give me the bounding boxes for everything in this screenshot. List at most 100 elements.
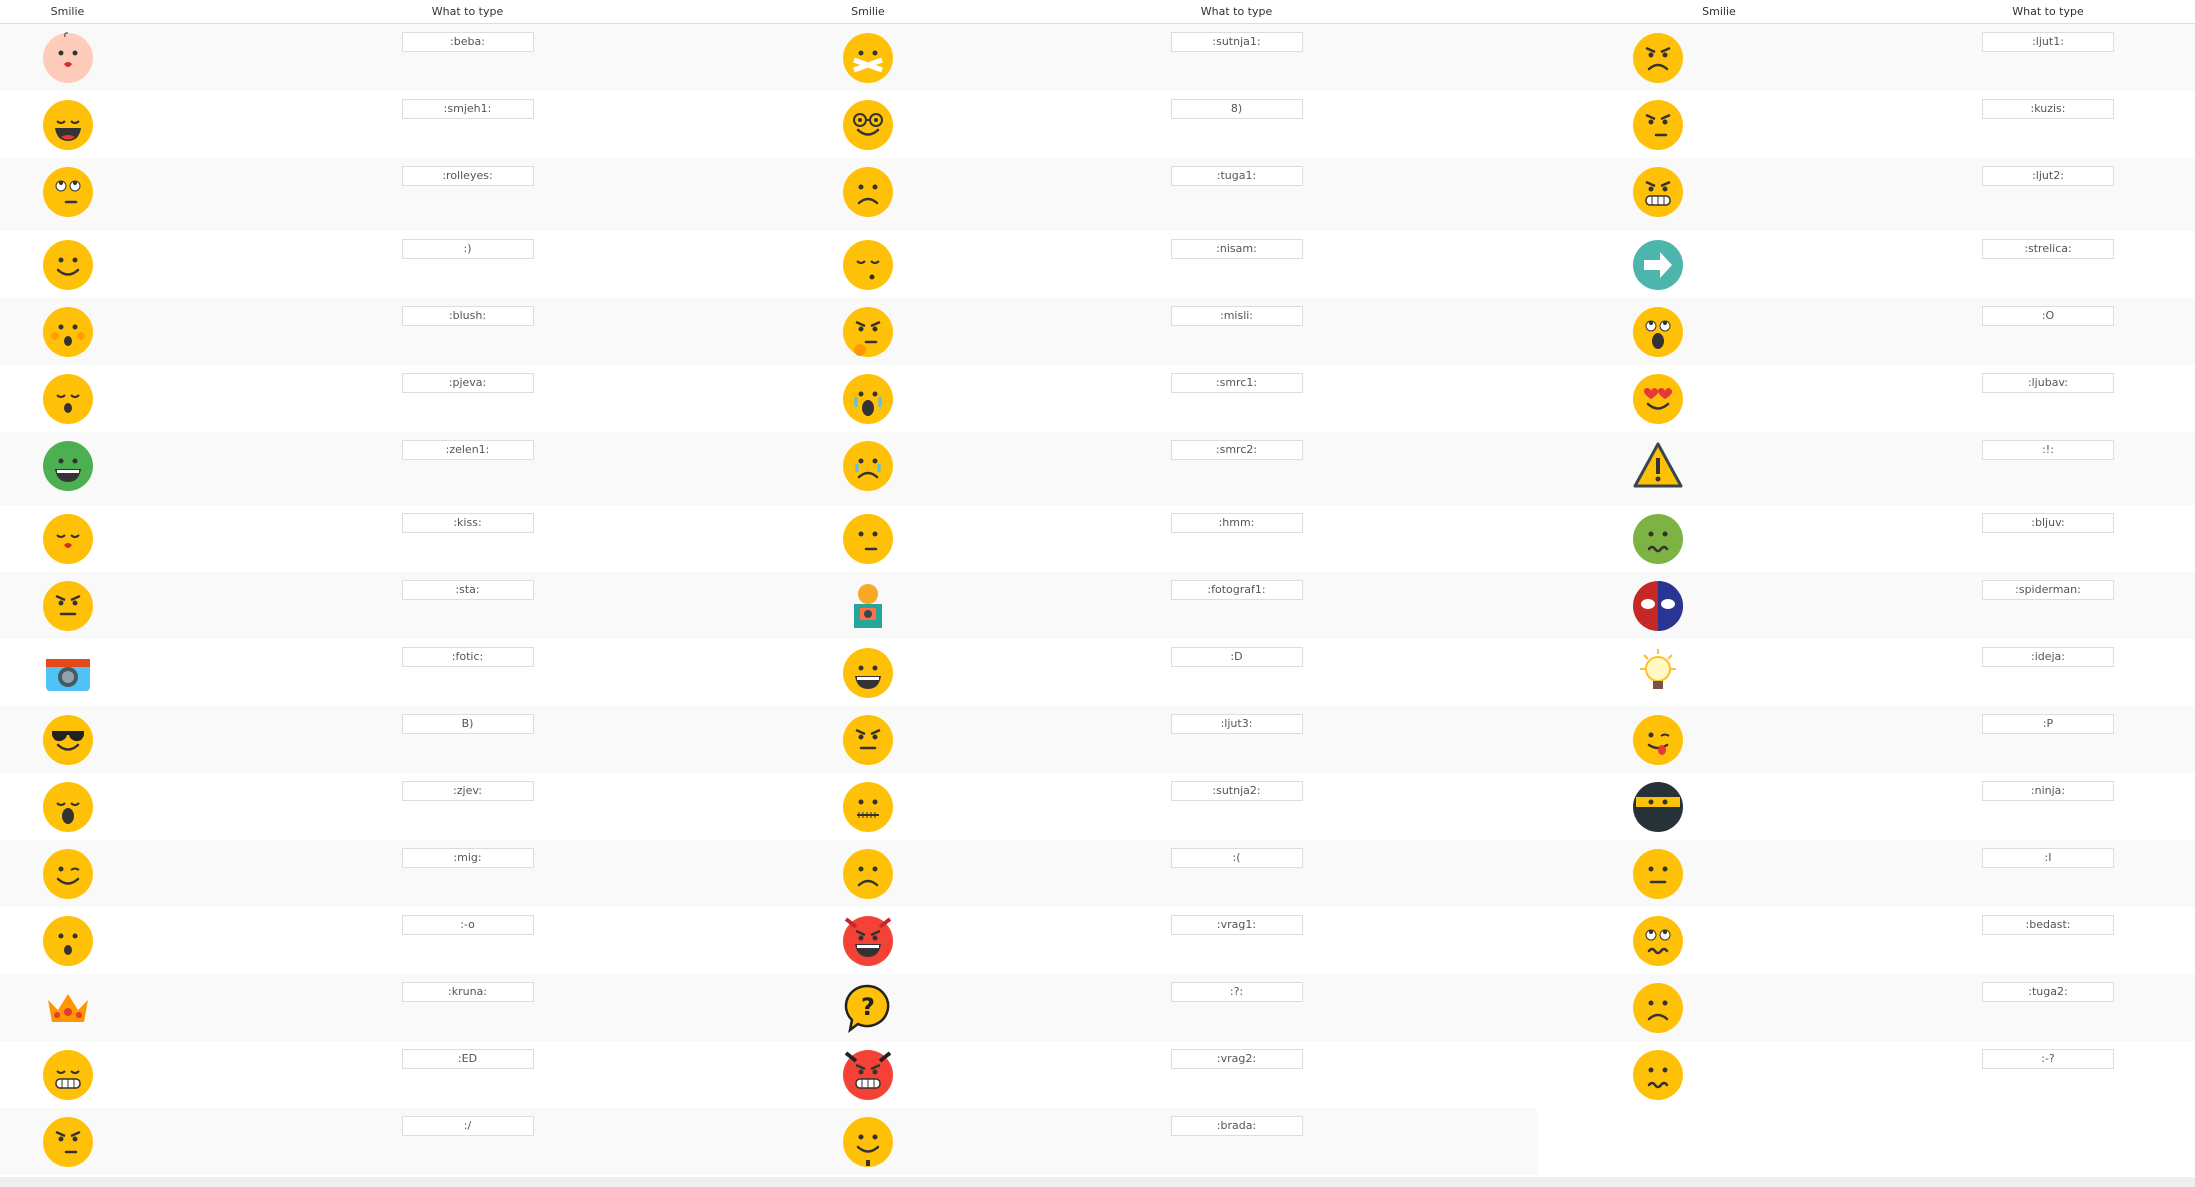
beard-icon[interactable] — [842, 1117, 894, 1172]
hmm-icon[interactable] — [842, 514, 894, 569]
smilie-code-field[interactable]: :D — [1170, 647, 1303, 667]
smilie-code-field[interactable]: :I — [1982, 848, 2114, 868]
neutral-icon[interactable] — [1537, 849, 1684, 904]
glasses-icon[interactable] — [842, 100, 894, 155]
devil2-icon[interactable] — [842, 1050, 894, 1105]
rolleyes-icon[interactable] — [42, 167, 94, 222]
crazy-icon[interactable] — [1537, 916, 1684, 971]
smilie-code-field[interactable]: :beba: — [401, 32, 534, 52]
smilie-code-field[interactable]: :ED — [401, 1049, 534, 1069]
smilie-code-field[interactable]: 8) — [1170, 99, 1303, 119]
smilie-code-field[interactable]: :kuzis: — [1982, 99, 2114, 119]
smilie-code-field[interactable]: :tuga2: — [1982, 982, 2114, 1002]
smilie-code-field[interactable]: :!: — [1982, 440, 2114, 460]
crown-icon[interactable] — [42, 994, 94, 1038]
smilie-code-field[interactable]: :kiss: — [401, 513, 534, 533]
smirk-angry-icon[interactable] — [1537, 100, 1684, 155]
worried-icon[interactable] — [1537, 1050, 1684, 1105]
angry-icon[interactable] — [1537, 33, 1684, 88]
laughing-icon[interactable] — [42, 100, 94, 155]
smilie-code-field[interactable]: :rolleyes: — [401, 166, 534, 186]
smilie-code-field[interactable]: :) — [401, 239, 534, 259]
lightbulb-icon[interactable] — [1537, 649, 1684, 703]
smilie-code-field[interactable]: :bljuv: — [1982, 513, 2114, 533]
smile-icon[interactable] — [42, 240, 94, 295]
smilie-code-field[interactable]: :fotic: — [401, 647, 534, 667]
baby-icon[interactable] — [42, 32, 94, 88]
smilie-code-field[interactable]: :bedast: — [1982, 915, 2114, 935]
smilie-code-field[interactable]: :-o — [401, 915, 534, 935]
smilie-code-field[interactable]: :-? — [1982, 1049, 2114, 1069]
smilie-code-field[interactable]: :misli: — [1170, 306, 1303, 326]
shocked-icon[interactable] — [1537, 307, 1684, 362]
ninja-icon[interactable] — [1537, 782, 1684, 837]
smilie-code-field[interactable]: :zelen1: — [401, 440, 534, 460]
smilie-code-field[interactable]: :ljut3: — [1170, 714, 1303, 734]
smilie-code-field[interactable]: :fotograf1: — [1170, 580, 1303, 600]
angry-teeth-icon[interactable] — [1537, 167, 1684, 222]
smilie-code-field[interactable]: B) — [401, 714, 534, 734]
sunglasses-icon[interactable] — [42, 715, 94, 770]
smilie-code-field[interactable]: :zjev: — [401, 781, 534, 801]
arrow-right-icon[interactable] — [1537, 240, 1684, 295]
blush-icon[interactable] — [42, 307, 94, 362]
smilie-code-field[interactable]: :ljut2: — [1982, 166, 2114, 186]
smilie-code-field[interactable]: :ideja: — [1982, 647, 2114, 667]
smilie-code-field[interactable]: :( — [1170, 848, 1303, 868]
nauseous-icon[interactable] — [1537, 514, 1684, 569]
smilie-code-field[interactable]: :blush: — [401, 306, 534, 326]
crying-icon[interactable] — [842, 374, 894, 429]
tearful-icon[interactable] — [842, 441, 894, 496]
smilie-code-field[interactable]: :sta: — [401, 580, 534, 600]
smilie-code-field[interactable]: :sutnja2: — [1170, 781, 1303, 801]
suspicious-icon[interactable] — [42, 581, 94, 636]
smilie-code-field[interactable]: :strelica: — [1982, 239, 2114, 259]
tongue-icon[interactable] — [1537, 715, 1684, 770]
smilie-code-field[interactable]: :brada: — [1170, 1116, 1303, 1136]
surprised-icon[interactable] — [42, 916, 94, 971]
smilie-code-field[interactable]: :nisam: — [1170, 239, 1303, 259]
smilie-code-field[interactable]: :mig: — [401, 848, 534, 868]
warning-icon[interactable] — [1537, 442, 1684, 496]
thinking-icon[interactable] — [842, 307, 894, 362]
big-grin-icon[interactable] — [842, 648, 894, 703]
photographer-icon[interactable] — [842, 584, 894, 636]
singing-icon[interactable] — [42, 374, 94, 429]
spiderman-icon[interactable] — [1537, 581, 1684, 636]
annoyed-icon[interactable] — [842, 715, 894, 770]
smilie-code-field[interactable]: :ljubav: — [1982, 373, 2114, 393]
heart-eyes-icon[interactable] — [1537, 374, 1684, 429]
smilie-code-field[interactable]: :smjeh1: — [401, 99, 534, 119]
question-bubble-icon[interactable]: ? — [842, 984, 894, 1038]
smilie-code-field[interactable]: :smrc1: — [1170, 373, 1303, 393]
smilie-code-field[interactable]: :/ — [401, 1116, 534, 1136]
devil-icon[interactable] — [842, 916, 894, 971]
smilie-code-field[interactable]: :vrag2: — [1170, 1049, 1303, 1069]
mouth-taped-icon[interactable] — [842, 33, 894, 88]
smilie-code-field[interactable]: :smrc2: — [1170, 440, 1303, 460]
camera-icon[interactable] — [42, 659, 94, 703]
wink-icon[interactable] — [42, 849, 94, 904]
smilie-code-field[interactable]: :kruna: — [401, 982, 534, 1002]
sad2-icon[interactable] — [1537, 983, 1684, 1038]
sad-icon[interactable] — [842, 167, 894, 222]
smilie-code-field[interactable]: :ninja: — [1982, 781, 2114, 801]
smilie-code-field[interactable]: :?: — [1170, 982, 1303, 1002]
smilie-code-field[interactable]: :O — [1982, 306, 2114, 326]
smilie-code-field[interactable]: :P — [1982, 714, 2114, 734]
smilie-code-field[interactable]: :spiderman: — [1982, 580, 2114, 600]
smilie-code-field[interactable]: :ljut1: — [1982, 32, 2114, 52]
grin-teeth-icon[interactable] — [42, 1050, 94, 1105]
green-grin-icon[interactable] — [42, 441, 94, 496]
smilie-code-field[interactable]: :sutnja1: — [1170, 32, 1303, 52]
confused-icon[interactable] — [42, 1117, 94, 1172]
smilie-code-field[interactable]: :hmm: — [1170, 513, 1303, 533]
smilie-code-field[interactable]: :tuga1: — [1170, 166, 1303, 186]
zipped-icon[interactable] — [842, 782, 894, 837]
kiss-icon[interactable] — [42, 514, 94, 569]
smilie-code-field[interactable]: :vrag1: — [1170, 915, 1303, 935]
sleepy-icon[interactable] — [842, 240, 894, 295]
yawn-icon[interactable] — [42, 782, 94, 837]
smilie-code-field[interactable]: :pjeva: — [401, 373, 534, 393]
frown-icon[interactable] — [842, 849, 894, 904]
